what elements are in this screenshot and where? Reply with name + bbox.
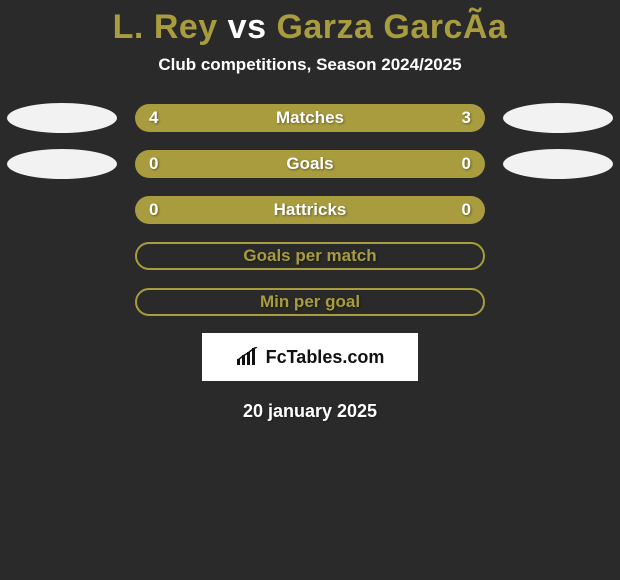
player1-name: L. Rey bbox=[113, 8, 218, 46]
stat-bar: Goals per match bbox=[135, 242, 485, 270]
stat-row: 0 Hattricks 0 bbox=[0, 195, 620, 225]
comparison-card: L. Rey vs Garza GarcÃ­a Club competition… bbox=[0, 0, 620, 422]
stat-label: Matches bbox=[276, 108, 344, 128]
brand-box[interactable]: FcTables.com bbox=[202, 333, 418, 381]
stat-bar: Min per goal bbox=[135, 288, 485, 316]
stat-bar: 0 Goals 0 bbox=[135, 150, 485, 178]
page-title: L. Rey vs Garza GarcÃ­a bbox=[0, 8, 620, 47]
stat-value-left: 0 bbox=[149, 200, 158, 220]
chart-icon bbox=[236, 347, 260, 367]
stat-label: Hattricks bbox=[274, 200, 347, 220]
stat-bar: 0 Hattricks 0 bbox=[135, 196, 485, 224]
player1-photo-oval bbox=[7, 103, 117, 133]
vs-text: vs bbox=[228, 8, 267, 46]
player2-name: Garza GarcÃ­a bbox=[276, 8, 507, 46]
stat-row: 4 Matches 3 bbox=[0, 103, 620, 133]
stat-label: Min per goal bbox=[260, 292, 360, 312]
stat-value-right: 0 bbox=[462, 200, 471, 220]
date-text: 20 january 2025 bbox=[0, 401, 620, 422]
stat-row: Min per goal bbox=[0, 287, 620, 317]
stat-row: 0 Goals 0 bbox=[0, 149, 620, 179]
stat-row: Goals per match bbox=[0, 241, 620, 271]
player2-photo-oval bbox=[503, 103, 613, 133]
player1-photo-oval bbox=[7, 149, 117, 179]
stats-container: 4 Matches 3 0 Goals 0 0 Hattricks 0 Goals per mat… bbox=[0, 103, 620, 317]
stat-value-left: 0 bbox=[149, 154, 158, 174]
player2-photo-oval bbox=[503, 149, 613, 179]
stat-value-left: 4 bbox=[149, 108, 158, 128]
stat-value-right: 0 bbox=[462, 154, 471, 174]
subtitle: Club competitions, Season 2024/2025 bbox=[0, 55, 620, 75]
stat-value-right: 3 bbox=[462, 108, 471, 128]
stat-label: Goals bbox=[286, 154, 333, 174]
brand-text: FcTables.com bbox=[266, 347, 385, 368]
stat-bar: 4 Matches 3 bbox=[135, 104, 485, 132]
stat-label: Goals per match bbox=[243, 246, 376, 266]
